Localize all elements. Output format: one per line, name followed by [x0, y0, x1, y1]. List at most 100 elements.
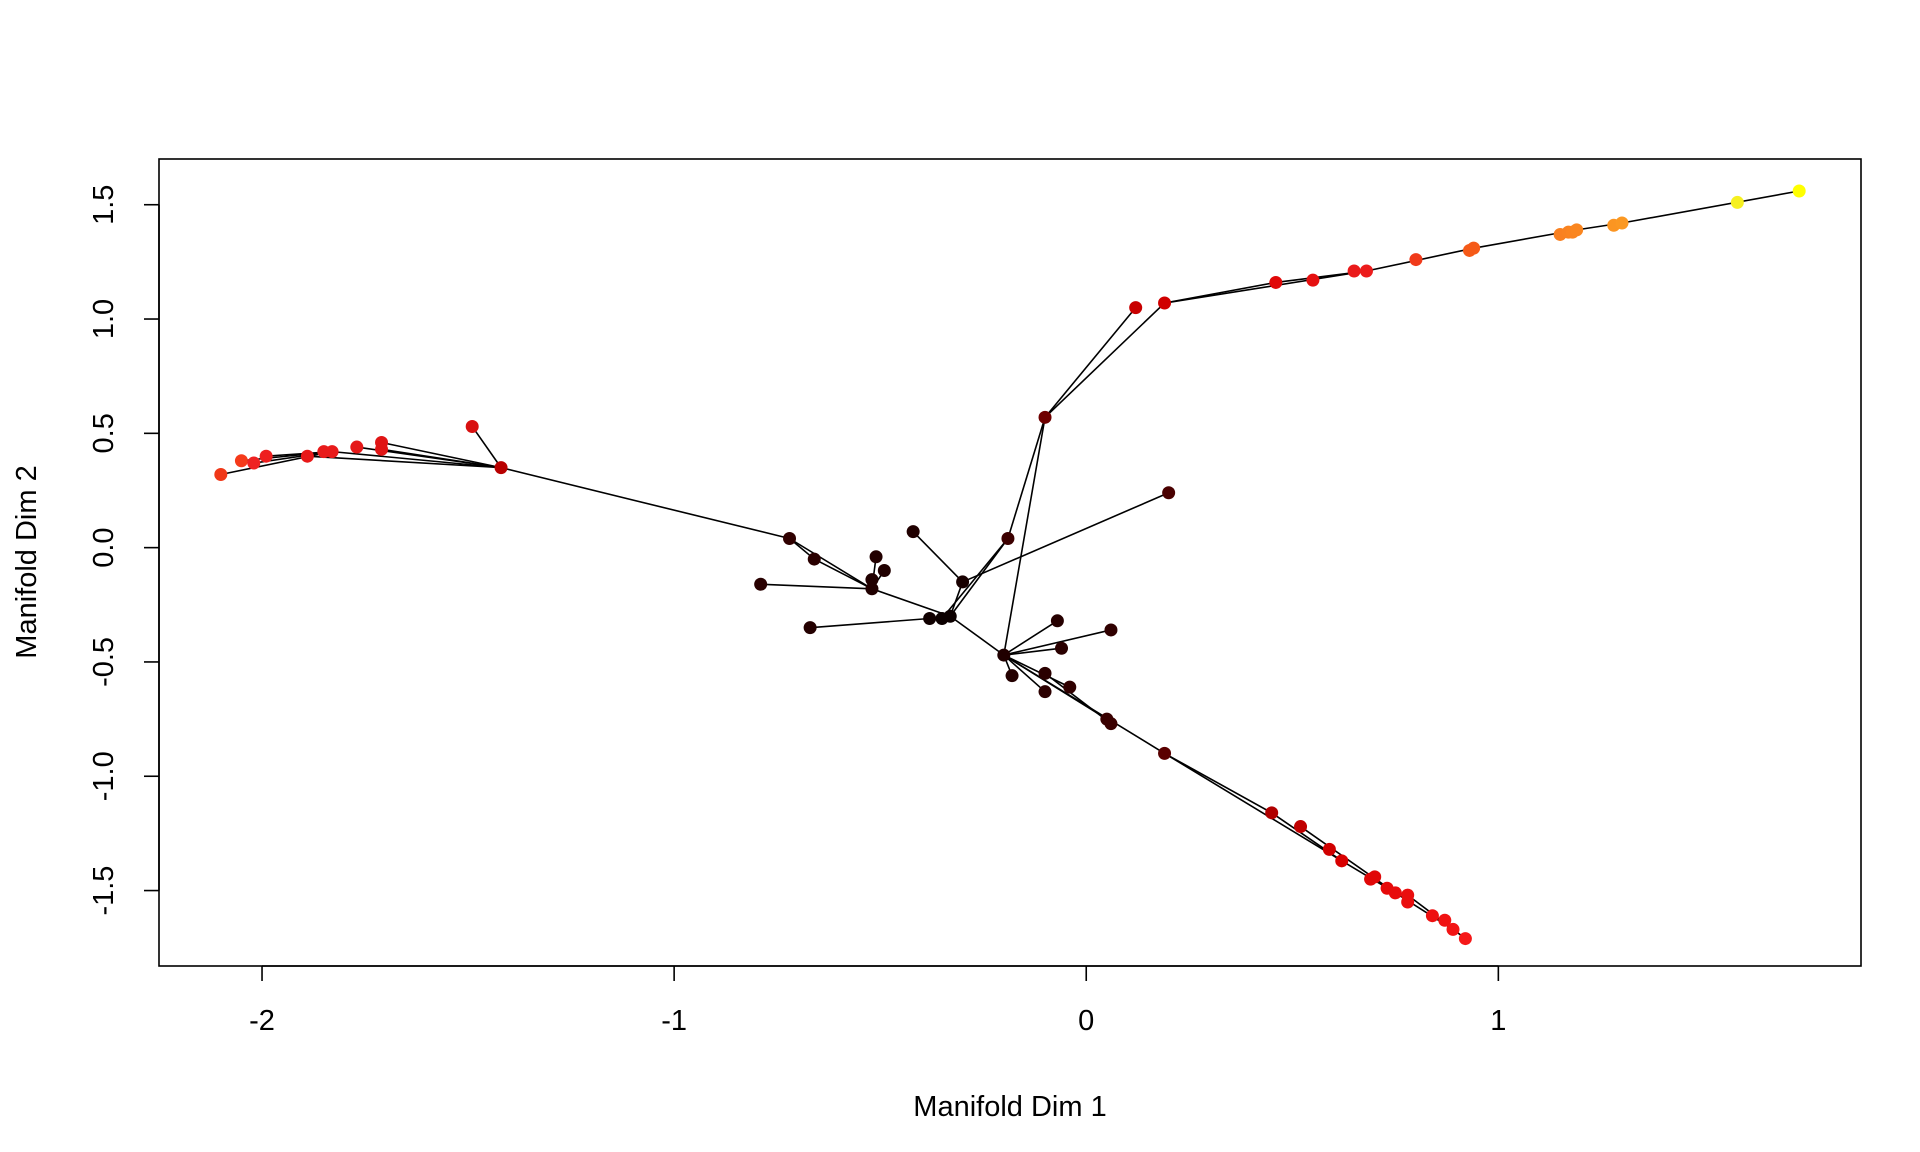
- tree-edge: [949, 538, 1009, 617]
- data-point: [1615, 216, 1629, 230]
- y-tick-label: 1.0: [88, 299, 120, 339]
- tree-edge: [1164, 752, 1343, 862]
- tree-edge: [941, 537, 1009, 620]
- x-tick-label: -1: [661, 1005, 687, 1037]
- data-point: [869, 550, 883, 564]
- data-point: [943, 609, 957, 623]
- tree-edge: [760, 583, 872, 590]
- data-point: [1347, 264, 1361, 278]
- y-tick-label: 0.0: [88, 527, 120, 567]
- data-point: [1269, 275, 1283, 289]
- tree-edge: [962, 492, 1169, 583]
- y-tick-label: -1.0: [88, 751, 120, 801]
- data-point: [1409, 253, 1423, 267]
- tree-edge: [471, 426, 502, 469]
- tree-edge: [307, 455, 502, 469]
- points-layer: [214, 184, 1806, 946]
- data-point: [300, 449, 314, 463]
- tree-edge: [1003, 620, 1058, 656]
- data-point: [1368, 870, 1382, 884]
- data-point: [214, 467, 228, 481]
- data-point: [1038, 410, 1052, 424]
- tree-edge: [1007, 417, 1046, 539]
- tree-edge: [1003, 654, 1046, 693]
- data-point: [906, 525, 920, 539]
- data-point: [877, 564, 891, 578]
- data-point: [1158, 296, 1172, 310]
- data-point: [1005, 669, 1019, 683]
- x-tick-label: 0: [1078, 1005, 1094, 1037]
- tree-edge: [1003, 417, 1046, 656]
- y-tick-label: -0.5: [88, 637, 120, 687]
- y-axis: -1.5 -1.0 -0.5 0.0 0.5 1.0 1.5: [88, 185, 160, 916]
- data-point: [1359, 264, 1373, 278]
- y-tick-label: 0.5: [88, 413, 120, 453]
- x-tick-label: -2: [249, 1005, 275, 1037]
- data-point: [1401, 888, 1415, 902]
- tree-edge: [1621, 190, 1800, 224]
- tree-edge: [1003, 654, 1165, 755]
- tree-edge: [1044, 672, 1112, 725]
- data-point: [247, 456, 261, 470]
- data-point: [494, 461, 508, 475]
- tree-edge: [1044, 307, 1137, 418]
- data-point: [1458, 932, 1472, 946]
- tree-edge: [500, 466, 790, 540]
- data-point: [234, 454, 248, 468]
- data-point: [865, 573, 879, 587]
- data-point: [1158, 746, 1172, 760]
- data-point: [1322, 842, 1336, 856]
- data-point: [1050, 614, 1064, 628]
- edges-layer: [220, 190, 1800, 940]
- data-point: [1038, 685, 1052, 699]
- tree-edge: [381, 448, 502, 469]
- data-point: [865, 582, 879, 596]
- y-tick-label: 1.5: [88, 185, 120, 225]
- data-point: [259, 449, 273, 463]
- tree-edge: [912, 531, 964, 583]
- data-point: [1438, 913, 1452, 927]
- data-point: [1467, 241, 1481, 255]
- data-point: [1335, 854, 1349, 868]
- tree-edge: [789, 537, 873, 590]
- data-point: [350, 440, 364, 454]
- x-tick-label: 1: [1490, 1005, 1506, 1037]
- x-axis-title: Manifold Dim 1: [913, 1091, 1106, 1123]
- data-point: [1055, 641, 1069, 655]
- data-point: [1038, 666, 1052, 680]
- x-axis: -2 -1 0 1: [249, 965, 1506, 1037]
- data-point: [1306, 273, 1320, 287]
- data-point: [956, 575, 970, 589]
- y-axis-title: Manifold Dim 2: [11, 465, 43, 658]
- tree-edge: [381, 441, 502, 469]
- data-point: [754, 577, 768, 591]
- data-point: [1730, 195, 1744, 209]
- y-tick-label: -1.5: [88, 866, 120, 916]
- data-point: [1570, 223, 1584, 237]
- tree-edge: [332, 450, 502, 469]
- data-point: [1446, 922, 1460, 936]
- data-point: [375, 442, 389, 456]
- data-point: [1265, 806, 1279, 820]
- tree-edge: [1003, 647, 1062, 656]
- tree-edge: [1044, 302, 1166, 418]
- tree-edge: [871, 588, 951, 617]
- data-point: [1425, 909, 1439, 923]
- data-point: [1104, 717, 1118, 731]
- data-point: [803, 621, 817, 635]
- data-point: [1063, 680, 1077, 694]
- tree-edge: [1003, 654, 1071, 688]
- data-point: [1001, 531, 1015, 545]
- data-point: [325, 445, 339, 459]
- tree-edge: [1164, 270, 1367, 304]
- plot-frame: [158, 158, 1862, 967]
- data-point: [1294, 820, 1308, 834]
- data-point: [465, 419, 479, 433]
- data-point: [1129, 301, 1143, 315]
- data-point: [1388, 886, 1402, 900]
- data-point: [1104, 623, 1118, 637]
- data-point: [997, 648, 1011, 662]
- tree-edge: [1003, 629, 1112, 656]
- data-point: [1792, 184, 1806, 198]
